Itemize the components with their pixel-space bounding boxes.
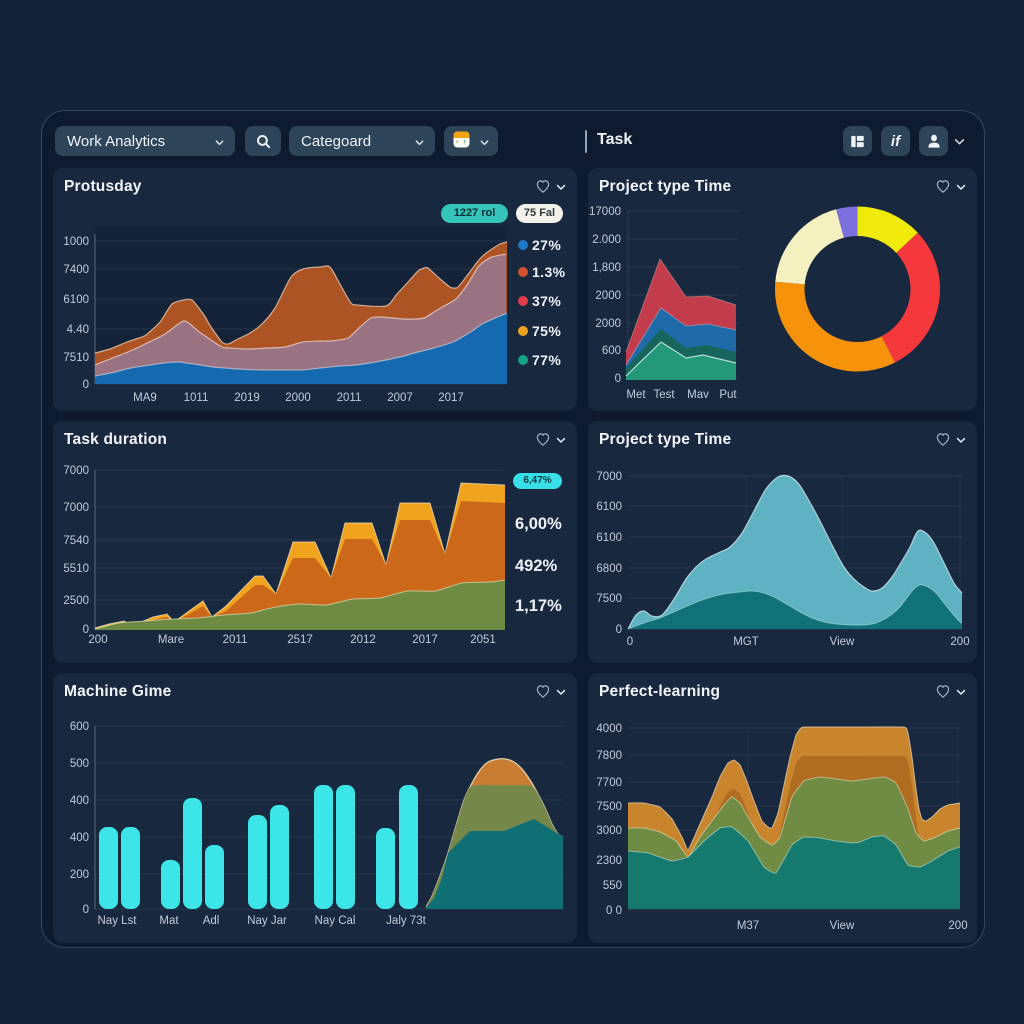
svg-text:0: 0	[616, 624, 622, 636]
svg-text:Nay Lst: Nay Lst	[98, 915, 138, 927]
svg-text:6800: 6800	[596, 563, 622, 575]
svg-text:7000: 7000	[596, 471, 622, 483]
svg-text:2007: 2007	[387, 392, 413, 404]
svg-text:0: 0	[83, 624, 89, 636]
svg-text:600: 600	[602, 345, 621, 357]
svg-text:200: 200	[950, 636, 969, 648]
svg-text:4000: 4000	[596, 723, 622, 735]
svg-text:7800: 7800	[596, 750, 622, 762]
svg-text:View: View	[830, 920, 855, 932]
svg-text:Mav: Mav	[687, 389, 709, 401]
svg-text:5510: 5510	[63, 563, 89, 575]
svg-text:2012: 2012	[350, 634, 376, 646]
svg-text:Nay Cal: Nay Cal	[315, 915, 356, 927]
svg-text:Adl: Adl	[203, 915, 220, 927]
svg-text:3000: 3000	[596, 825, 622, 837]
svg-text:M37: M37	[737, 920, 759, 932]
svg-text:200: 200	[948, 920, 967, 932]
svg-text:2019: 2019	[234, 392, 260, 404]
svg-text:400: 400	[70, 795, 89, 807]
svg-text:4.40: 4.40	[67, 324, 89, 336]
svg-text:1011: 1011	[184, 392, 209, 404]
svg-text:Test: Test	[653, 389, 675, 401]
svg-text:2500: 2500	[63, 595, 89, 607]
svg-text:400: 400	[70, 832, 89, 844]
svg-text:6100: 6100	[63, 294, 89, 306]
svg-text:2011: 2011	[337, 392, 362, 404]
svg-text:2000: 2000	[595, 290, 621, 302]
svg-text:550: 550	[603, 880, 622, 892]
svg-text:1,800: 1,800	[592, 262, 621, 274]
svg-text:MGT: MGT	[733, 636, 759, 648]
svg-text:Mat: Mat	[159, 915, 179, 927]
svg-text:2517: 2517	[287, 634, 313, 646]
svg-text:6100: 6100	[596, 501, 622, 513]
svg-text:7400: 7400	[63, 264, 89, 276]
svg-text:7540: 7540	[63, 535, 89, 547]
svg-text:Nay Jar: Nay Jar	[247, 915, 287, 927]
svg-text:Jaly 73t: Jaly 73t	[386, 915, 426, 927]
svg-text:0: 0	[83, 904, 89, 916]
svg-text:2017: 2017	[412, 634, 438, 646]
svg-text:7500: 7500	[596, 593, 622, 605]
svg-text:2000: 2000	[595, 318, 621, 330]
svg-text:0: 0	[615, 373, 621, 385]
svg-text:2300: 2300	[596, 855, 622, 867]
svg-text:1000: 1000	[63, 236, 89, 248]
svg-text:6100: 6100	[596, 532, 622, 544]
svg-text:7000: 7000	[63, 465, 89, 477]
svg-text:MA9: MA9	[133, 392, 157, 404]
svg-text:7000: 7000	[63, 502, 89, 514]
svg-text:View: View	[830, 636, 855, 648]
svg-text:Put: Put	[719, 389, 737, 401]
svg-text:7500: 7500	[596, 801, 622, 813]
svg-text:0: 0	[627, 636, 633, 648]
svg-text:7510: 7510	[63, 352, 89, 364]
svg-text:500: 500	[70, 758, 89, 770]
svg-text:0 0: 0 0	[606, 905, 622, 917]
svg-text:2.000: 2.000	[592, 234, 621, 246]
svg-text:2017: 2017	[438, 392, 464, 404]
svg-text:2011: 2011	[223, 634, 248, 646]
svg-text:17000: 17000	[589, 206, 621, 218]
svg-text:2000: 2000	[285, 392, 311, 404]
svg-text:0: 0	[83, 379, 89, 391]
svg-text:2051: 2051	[470, 634, 496, 646]
svg-text:Mare: Mare	[158, 634, 184, 646]
svg-text:200: 200	[70, 869, 89, 881]
svg-text:600: 600	[70, 721, 89, 733]
svg-text:7700: 7700	[596, 777, 622, 789]
svg-text:Met: Met	[626, 389, 646, 401]
svg-text:200: 200	[88, 634, 107, 646]
